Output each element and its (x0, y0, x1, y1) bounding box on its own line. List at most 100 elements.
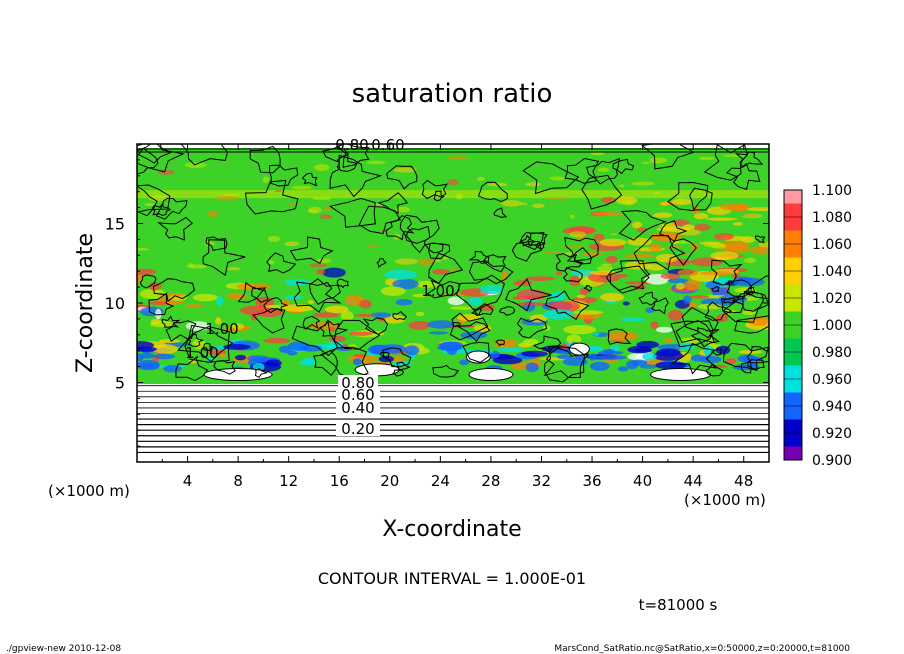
field-patch (392, 278, 419, 290)
field-patch (307, 300, 314, 305)
field-patch (626, 360, 639, 370)
field-patch (684, 279, 701, 291)
field-patch (525, 182, 541, 187)
contour-line (522, 161, 580, 195)
contour-line (726, 279, 752, 298)
field-patch (690, 257, 724, 267)
field-patch (137, 247, 150, 251)
field-patch (137, 346, 157, 352)
field-patch (152, 344, 179, 354)
field-patch (186, 263, 195, 269)
field-patch (262, 176, 270, 184)
field-patch (319, 214, 332, 220)
field-patch (731, 204, 749, 212)
field-patch (255, 296, 275, 308)
field-patch (316, 268, 326, 275)
field-patch (494, 338, 518, 349)
field-patch (741, 213, 763, 219)
contour-line (268, 164, 299, 187)
field-patch (521, 350, 549, 357)
field-patch (449, 306, 475, 310)
field-patch (645, 307, 655, 313)
field-patch (263, 337, 291, 344)
svg-text:0.60: 0.60 (371, 136, 404, 154)
upper-band (137, 190, 769, 199)
contour-label-2: 0.60 (336, 386, 380, 404)
field-patch (619, 184, 625, 188)
contour-line (511, 240, 542, 262)
field-patch (520, 202, 528, 205)
field-patch (569, 231, 587, 238)
contour-line (468, 260, 514, 285)
color-field (137, 144, 769, 462)
field-patch (737, 354, 757, 363)
contour-line (455, 321, 491, 342)
contour-line (251, 286, 269, 303)
contour-line (362, 317, 389, 335)
field-patch (525, 362, 539, 373)
contour-line (704, 301, 733, 321)
field-patch (265, 359, 282, 367)
contour-line (689, 187, 713, 211)
field-patch (144, 203, 154, 207)
contour-line (432, 364, 460, 378)
contour-line (612, 158, 635, 175)
y-axis-label: Z-coordinate (73, 233, 98, 373)
cloud-lens (203, 368, 273, 382)
field-patch (427, 320, 455, 329)
contour-line (670, 342, 718, 375)
field-patch (412, 293, 427, 298)
contour-line (675, 319, 716, 344)
contour-line (385, 215, 415, 241)
field-patch (441, 256, 449, 260)
contour-line (291, 321, 339, 357)
contour-line (379, 351, 390, 359)
field-patch (192, 293, 218, 302)
contour-label-4: 0.60 (371, 136, 404, 154)
cloud-lens (568, 342, 590, 356)
colorbar-label: 0.940 (812, 399, 852, 415)
cloud-lens (468, 368, 514, 382)
field-patch (673, 219, 690, 227)
field-patch (748, 316, 769, 326)
colorbar-swatch (784, 284, 802, 299)
contour-line (161, 315, 181, 328)
contour-label-8: 0.80 (335, 136, 368, 154)
colorbar-swatch (784, 446, 802, 461)
field-patch (590, 151, 605, 156)
x-tick-label: 40 (633, 472, 652, 490)
field-patch (532, 203, 545, 209)
field-patch (678, 342, 695, 351)
field-patch (473, 324, 492, 332)
x-axis: 4 8 12 16 20 24 28 32 36 40 44 48 (161, 144, 753, 490)
field-patch (622, 301, 630, 306)
field-patch (185, 304, 205, 308)
field-patch (446, 156, 469, 160)
field-patch (137, 268, 157, 276)
field-patch (450, 268, 458, 273)
field-patch (655, 361, 687, 370)
contour-line (482, 254, 507, 273)
field-patch (514, 302, 547, 306)
field-patch (352, 358, 362, 366)
field-patch (603, 348, 616, 355)
field-patch (218, 352, 227, 359)
field-patch (591, 212, 625, 216)
colorbar-swatch (784, 203, 802, 218)
field-patch (154, 353, 175, 360)
field-patch (314, 258, 332, 264)
svg-text:0.20: 0.20 (341, 420, 374, 438)
field-patch (322, 267, 346, 278)
contour-line (336, 278, 350, 289)
field-patch (384, 269, 418, 280)
contour-line (462, 341, 490, 363)
field-patch (358, 299, 372, 309)
field-patch (690, 242, 699, 252)
field-patch (479, 285, 505, 295)
x-tick-label: 44 (684, 472, 703, 490)
colorbar-swatch (784, 379, 802, 393)
field-patch (732, 222, 743, 226)
field-patch (660, 273, 681, 280)
field-patch (150, 320, 174, 328)
contour-line (213, 360, 236, 375)
